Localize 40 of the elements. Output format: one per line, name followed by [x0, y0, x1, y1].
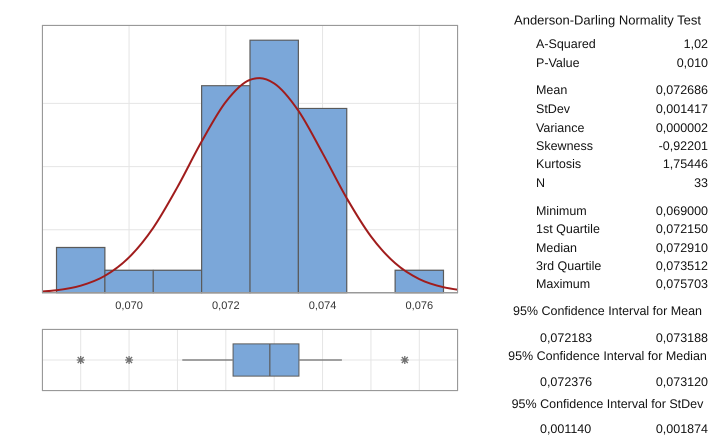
text: StDev — [536, 102, 570, 116]
text: 0,000002 — [656, 121, 708, 135]
text: 0,072686 — [656, 83, 708, 97]
text: Median — [536, 241, 577, 255]
text: Minimum — [536, 204, 587, 218]
text: A-Squared — [536, 37, 596, 51]
text: 0,072910 — [656, 241, 708, 255]
text: 0,073512 — [656, 259, 708, 273]
text: Mean — [536, 83, 568, 97]
text: 0,073188 — [656, 331, 708, 345]
x-tick-label: 0,070 — [115, 300, 143, 312]
text: Maximum — [536, 277, 590, 291]
text: 1,02 — [684, 37, 708, 51]
text: 0,072183 — [540, 331, 592, 345]
text: 33 — [694, 176, 708, 190]
text: Kurtosis — [536, 157, 582, 171]
text: -0,92201 — [658, 139, 708, 153]
text: 0,010 — [676, 56, 708, 70]
text: N — [536, 176, 546, 190]
text: Variance — [536, 121, 584, 135]
text: 0,072150 — [656, 222, 708, 236]
x-tick-label: 0,076 — [406, 300, 434, 312]
text: 95% Confidence Interval for Median — [507, 349, 708, 363]
text: 3rd Quartile — [536, 259, 602, 273]
text: 0,001417 — [656, 102, 708, 116]
text: 1st Quartile — [536, 222, 600, 236]
text: 0,069000 — [656, 204, 708, 218]
text: 0,001140 — [540, 422, 592, 436]
text: 0,001874 — [656, 422, 708, 436]
text: 95% Confidence Interval for Mean — [512, 304, 703, 318]
text: 0,072376 — [540, 375, 592, 389]
text: 0,073120 — [656, 375, 708, 389]
text: 95% Confidence Interval for StDev — [510, 397, 704, 411]
x-tick-label: 0,072 — [212, 300, 240, 312]
text: Anderson-Darling Normality Test — [513, 12, 702, 28]
text: P-Value — [536, 56, 580, 70]
x-tick-label: 0,074 — [308, 300, 336, 312]
text: Skewness — [536, 139, 593, 153]
text: 1,75446 — [662, 157, 708, 171]
text: 0,075703 — [656, 277, 708, 291]
